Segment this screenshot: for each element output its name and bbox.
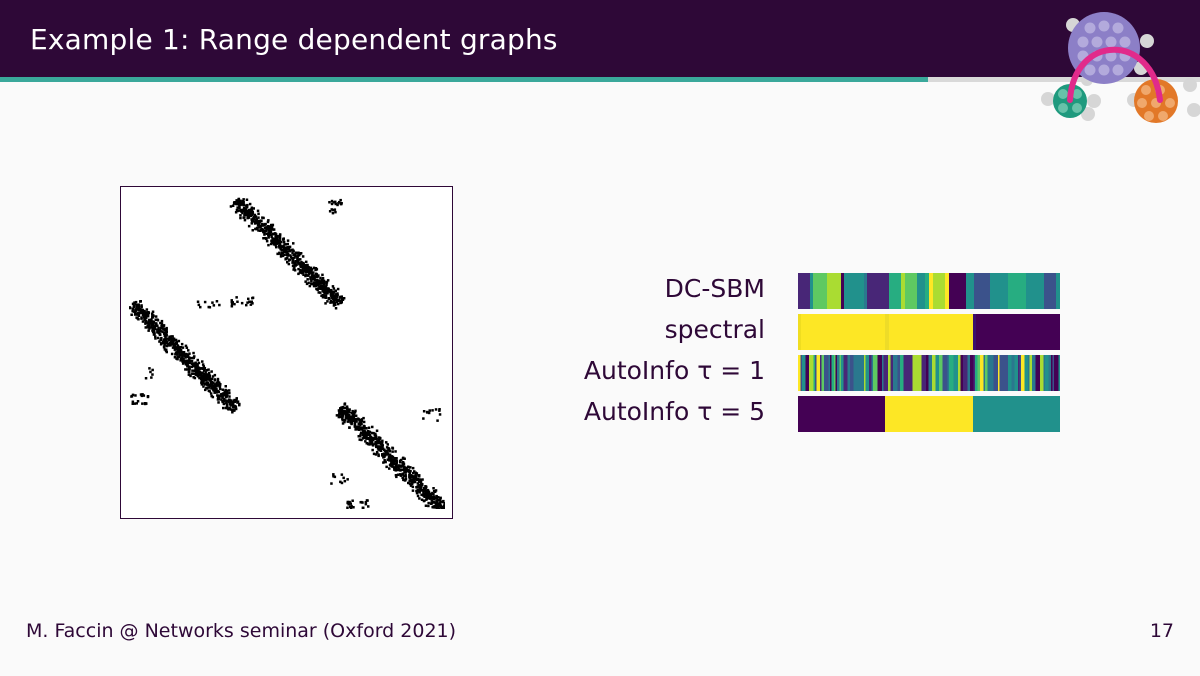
partition-label-autoinfo-tau-5: AutoInfo τ = 5 (583, 397, 765, 426)
adjacency-matrix-figure (120, 186, 453, 519)
header-rule-accent (0, 77, 928, 82)
partition-label-spectral: spectral (664, 315, 765, 344)
partition-strip-spectral (798, 314, 1060, 350)
partition-strip-autoinfo-tau-1 (798, 355, 1060, 391)
adjacency-matrix-plot (129, 193, 445, 509)
partition-strip-autoinfo-tau-5 (798, 396, 1060, 432)
slide-footer: M. Faccin @ Networks seminar (Oxford 202… (26, 620, 457, 642)
partition-label-dc-sbm: DC-SBM (664, 274, 765, 303)
partition-strip-dc-sbm (798, 273, 1060, 309)
page-number: 17 (1149, 620, 1174, 642)
partition-label-autoinfo-tau-1: AutoInfo τ = 1 (583, 356, 765, 385)
header-rule-gray (928, 77, 1200, 82)
slide-header: Example 1: Range dependent graphs (0, 0, 1200, 77)
network-communities-logo-icon (1041, 12, 1200, 123)
slide-title: Example 1: Range dependent graphs (30, 23, 558, 56)
